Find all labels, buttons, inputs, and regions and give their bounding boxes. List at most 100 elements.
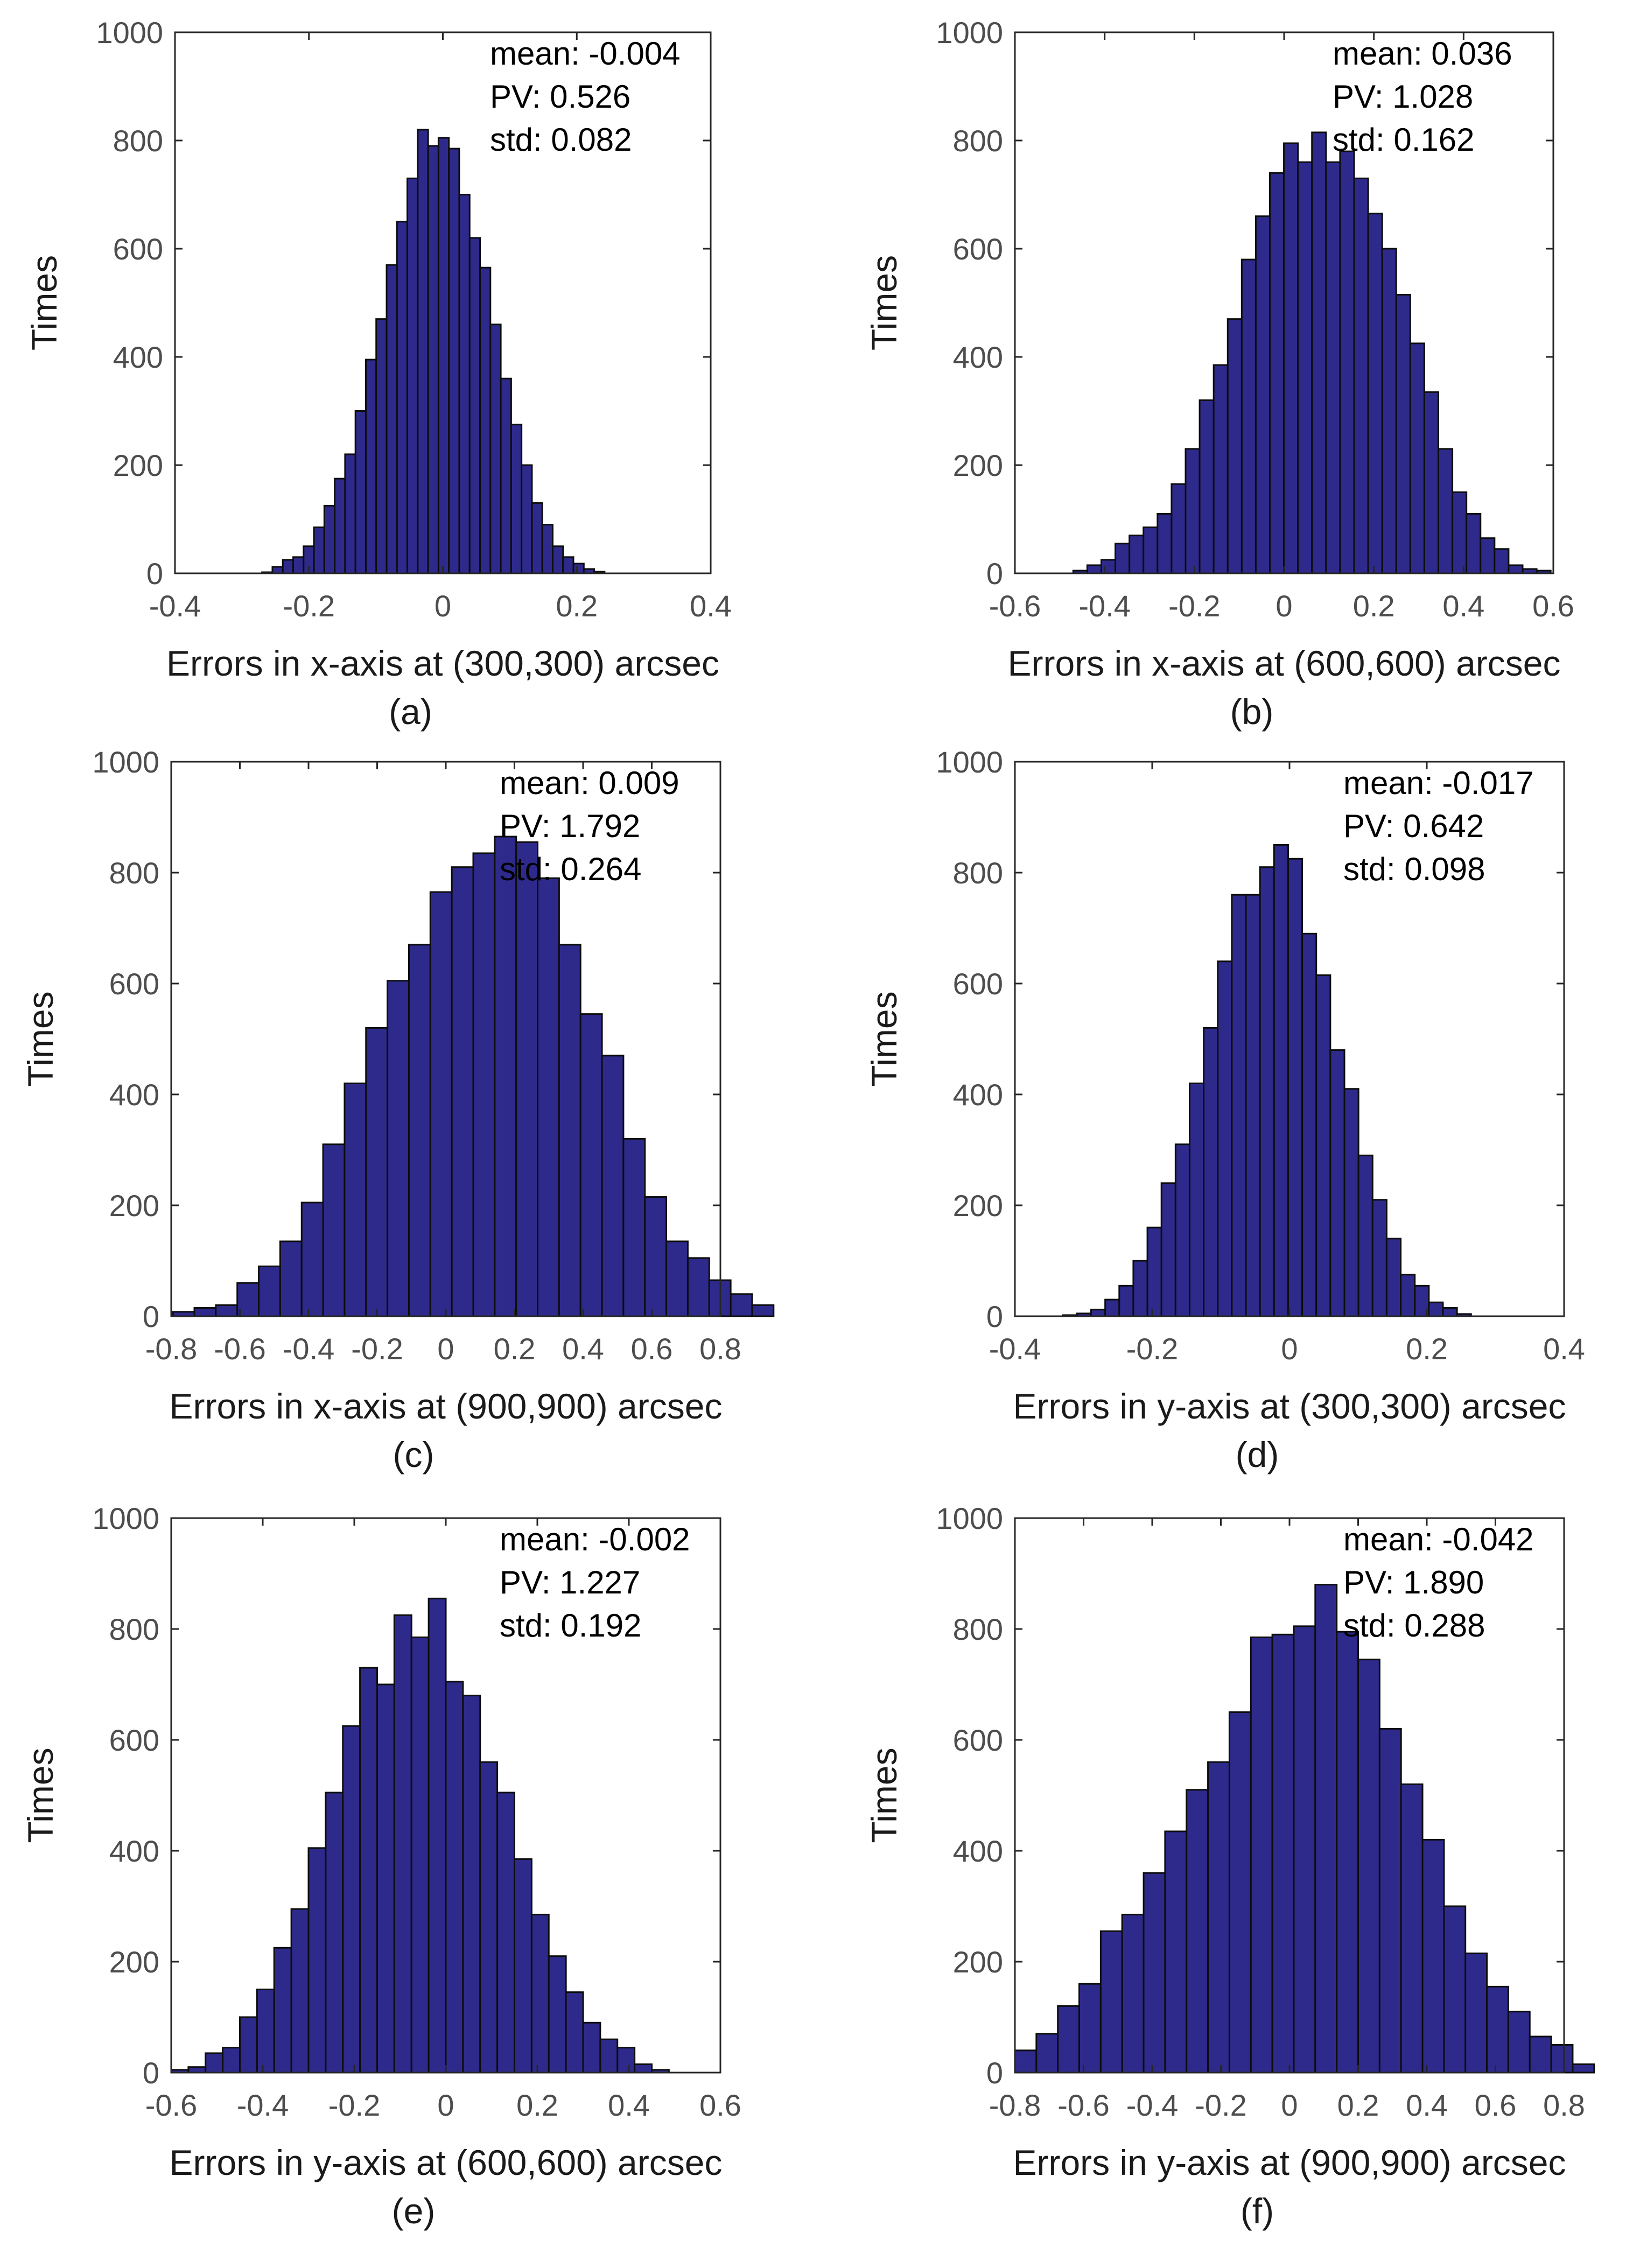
histogram-bar bbox=[1188, 1082, 1205, 1317]
histogram-bar bbox=[187, 2066, 207, 2074]
histogram-bar bbox=[271, 566, 284, 574]
histogram-bar bbox=[205, 2052, 224, 2074]
histogram-bar bbox=[622, 1137, 646, 1317]
y-tick-label: 600 bbox=[953, 967, 1003, 1001]
x-tick-label: 0.4 bbox=[1442, 589, 1484, 623]
histogram-bar bbox=[1371, 1199, 1387, 1317]
histogram-bar bbox=[601, 1055, 625, 1317]
histogram-bar bbox=[686, 1257, 710, 1317]
x-axis-label: Errors in x-axis at (300,300) arcsec bbox=[166, 643, 719, 683]
x-axis-label: Errors in y-axis at (300,300) arcsec bbox=[1013, 1386, 1566, 1426]
histogram-bar bbox=[1269, 172, 1285, 574]
x-axis-label: Errors in x-axis at (600,600) arcsec bbox=[1007, 643, 1560, 683]
x-tick-label: -0.4 bbox=[1078, 589, 1131, 623]
histogram-bar bbox=[1132, 1260, 1148, 1317]
histogram-bar bbox=[1381, 248, 1397, 574]
histogram-bar bbox=[1378, 1728, 1402, 2074]
histogram-bar bbox=[558, 944, 581, 1317]
histogram-bar bbox=[307, 1847, 327, 2074]
stats-annotation-line: std: 0.264 bbox=[500, 851, 642, 887]
y-tick-label: 200 bbox=[113, 448, 163, 482]
x-tick-label: 0.4 bbox=[1543, 1332, 1585, 1366]
histogram-bar bbox=[396, 221, 409, 574]
y-tick-label: 1000 bbox=[936, 1501, 1003, 1535]
histogram-bar bbox=[1143, 526, 1159, 574]
histogram-bar bbox=[1143, 1872, 1166, 2074]
histogram-bar bbox=[354, 410, 367, 574]
histogram-bar bbox=[1203, 1027, 1219, 1317]
histogram-bar bbox=[1035, 2033, 1059, 2074]
histogram-bar bbox=[1271, 1633, 1295, 2074]
stats-annotation-line: mean: 0.009 bbox=[500, 765, 679, 801]
x-tick-label: -0.2 bbox=[1168, 589, 1221, 623]
histogram-bar bbox=[448, 148, 460, 574]
panel-caption: (e) bbox=[392, 2191, 436, 2231]
histogram-bar bbox=[1231, 894, 1247, 1317]
y-tick-label: 1000 bbox=[96, 16, 163, 50]
y-tick-label: 0 bbox=[143, 1300, 159, 1333]
y-tick-label: 600 bbox=[113, 232, 163, 266]
histogram-bar bbox=[1452, 491, 1468, 574]
y-tick-label: 400 bbox=[953, 1078, 1003, 1112]
histogram-bar bbox=[1329, 1049, 1345, 1317]
y-tick-label: 200 bbox=[109, 1945, 159, 1979]
histogram-bar bbox=[1423, 391, 1440, 574]
histogram-bar bbox=[1297, 161, 1313, 574]
histogram-bar bbox=[1228, 1711, 1252, 2074]
y-tick-label: 800 bbox=[953, 1612, 1003, 1646]
histogram-bar bbox=[489, 324, 502, 574]
histogram-bar bbox=[514, 1858, 532, 2074]
x-tick-label: 0.4 bbox=[1406, 2088, 1448, 2122]
x-tick-label: -0.8 bbox=[145, 1332, 198, 1366]
histogram-bar bbox=[494, 835, 517, 1317]
histogram-bar bbox=[1259, 866, 1275, 1317]
histogram-bar bbox=[521, 464, 533, 574]
x-tick-label: -0.4 bbox=[1126, 2088, 1179, 2122]
y-tick-label: 0 bbox=[986, 557, 1003, 591]
x-tick-label: -0.2 bbox=[328, 2088, 381, 2122]
x-tick-label: -0.6 bbox=[1057, 2088, 1110, 2122]
histogram-bar bbox=[290, 1908, 310, 2074]
histogram-bar bbox=[393, 1614, 412, 2074]
y-axis-label: Times bbox=[24, 255, 64, 350]
x-tick-label: -0.4 bbox=[237, 2088, 289, 2122]
histogram-bar bbox=[1101, 559, 1117, 574]
histogram-bar bbox=[1339, 150, 1355, 574]
histogram-bar bbox=[282, 559, 295, 574]
histogram-bar bbox=[548, 1955, 567, 2074]
histogram-bar bbox=[1217, 960, 1233, 1317]
histogram-bar bbox=[273, 1947, 292, 2074]
x-tick-label: 0.2 bbox=[1353, 589, 1395, 623]
histogram-bar bbox=[365, 1027, 389, 1317]
histogram-bar bbox=[1464, 1953, 1488, 2074]
histogram-bar bbox=[665, 1240, 689, 1317]
histogram-bar bbox=[579, 1013, 603, 1317]
histogram-bar bbox=[1273, 844, 1289, 1317]
histogram-bar bbox=[1164, 1830, 1188, 2074]
x-tick-label: 0.4 bbox=[562, 1332, 604, 1366]
histogram-bar bbox=[1287, 858, 1303, 1317]
histogram-bar bbox=[407, 177, 419, 574]
x-tick-label: -0.6 bbox=[145, 2088, 198, 2122]
x-axis-label: Errors in y-axis at (900,900) arcsec bbox=[1013, 2143, 1566, 2182]
x-tick-label: 0.6 bbox=[699, 2088, 741, 2122]
x-tick-label: -0.6 bbox=[989, 589, 1041, 623]
y-tick-label: 0 bbox=[986, 1300, 1003, 1333]
x-axis-label: Errors in x-axis at (900,900) arcsec bbox=[169, 1386, 722, 1426]
x-tick-label: -0.4 bbox=[989, 1332, 1041, 1366]
histogram-bar bbox=[1442, 1307, 1458, 1317]
x-tick-label: 0.8 bbox=[1543, 2088, 1585, 2122]
x-tick-label: 0.8 bbox=[699, 1332, 741, 1366]
histogram-bar bbox=[1078, 1983, 1102, 2074]
histogram-bar bbox=[387, 980, 410, 1317]
x-tick-label: 0.6 bbox=[1532, 589, 1574, 623]
y-tick-label: 400 bbox=[109, 1834, 159, 1868]
histogram-bar bbox=[537, 877, 560, 1317]
histogram-bar bbox=[437, 137, 450, 574]
histogram-bar bbox=[1174, 1143, 1190, 1317]
histogram-bar bbox=[1186, 1789, 1209, 2074]
stats-annotation-line: PV: 0.642 bbox=[1343, 808, 1484, 844]
y-tick-label: 200 bbox=[953, 1189, 1003, 1223]
panel-caption: (d) bbox=[1236, 1435, 1279, 1474]
histogram-bar bbox=[644, 1196, 668, 1317]
